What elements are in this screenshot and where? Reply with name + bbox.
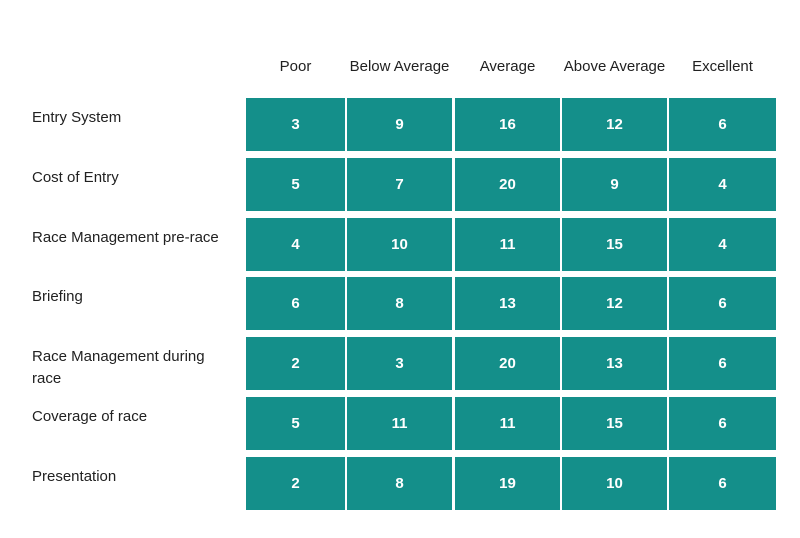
table-cell: 3 [347,337,452,391]
table-cell: 6 [669,456,776,510]
table-cell: 6 [669,98,776,151]
table-cell: 19 [455,456,560,510]
table-cell: 6 [669,337,776,391]
row-label: Entry System [32,109,122,126]
table-cell: 2 [246,337,345,391]
table-cell: 8 [347,277,452,331]
table-cell: 15 [562,397,667,450]
table-cell: 8 [347,456,452,510]
table-cell: 3 [246,98,345,151]
table-cell: 13 [562,337,667,391]
table-cell: 10 [562,456,667,510]
table-cell: 5 [246,397,345,450]
table-cell: 9 [562,157,667,211]
table-cell: 20 [455,157,560,211]
table-cell: 6 [669,397,776,450]
table-cell: 4 [669,217,776,271]
column-header: Poor [279,58,312,75]
row-label: Presentation [32,467,117,485]
row-label: Race Management during race [32,348,205,388]
table-cell: 11 [455,397,560,450]
table-cell: 2 [246,456,345,510]
row-label: Race Management pre-race [32,228,219,246]
table-cell: 20 [455,337,560,391]
column-header: Below Average [349,58,450,75]
table-cell: 13 [455,277,560,331]
row-label: Briefing [32,288,83,306]
table-cell: 6 [669,277,776,331]
column-header: Above Average [563,58,666,75]
table-cell: 5 [246,157,345,211]
row-label: Cost of Entry [32,168,119,186]
table-cell: 16 [455,98,560,151]
table-cell: 7 [347,157,452,211]
table-cell: 11 [455,217,560,271]
table-cell: 12 [562,277,667,331]
row-label: Coverage of race [32,408,148,425]
table-cell: 9 [347,98,452,151]
table-cell: 11 [347,397,452,450]
table-cell: 12 [562,98,667,151]
column-header: Excellent [692,58,753,75]
table-cell: 15 [562,217,667,271]
table-cell: 10 [347,217,452,271]
table-cell: 4 [669,157,776,211]
table-cell: 4 [246,217,345,271]
table-cell: 6 [246,277,345,331]
column-header: Average [479,58,536,75]
